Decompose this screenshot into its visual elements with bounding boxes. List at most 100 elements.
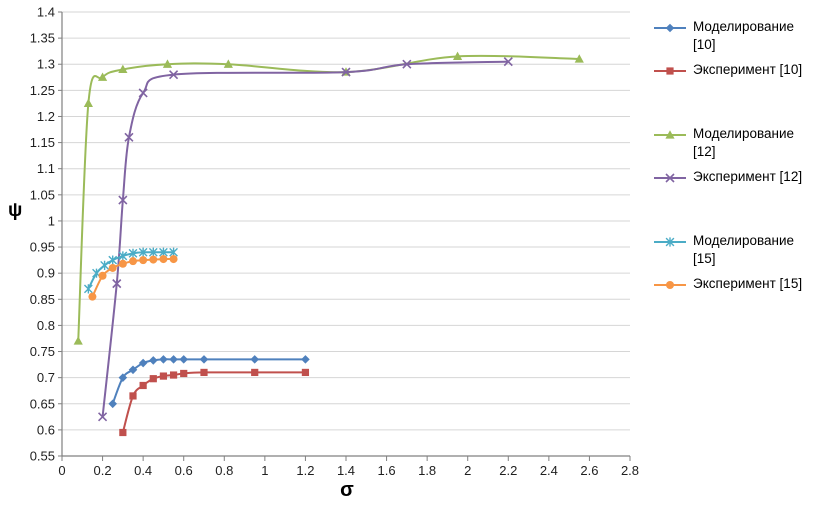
legend-item: Моделирование [10] [652,18,826,53]
y-axis-title: ψ [8,200,23,221]
y-tick-label: 0.8 [37,318,55,333]
x-legend-marker-icon [654,173,686,183]
circle-marker [139,256,148,265]
x-tick-label: 1 [261,463,268,478]
y-tick-label: 0.7 [37,370,55,385]
x-tick-label: 2.4 [540,463,558,478]
y-tick-label: 1.35 [30,31,55,46]
x-tick-label: 1.2 [296,463,314,478]
square-marker [200,368,208,377]
y-tick-label: 0.85 [30,292,55,307]
diamond-marker [138,358,148,368]
circle-marker [149,255,158,264]
series-line [101,60,510,418]
x-tick-label: 2.8 [621,463,639,478]
legend-item: Моделирование [12] [652,125,826,160]
y-tick-label: 1.2 [37,109,55,124]
x-marker [503,57,513,67]
legend-label: Эксперимент [12] [693,169,803,185]
series-line [77,54,581,343]
x-tick-label: 1.6 [378,463,396,478]
x-axis-title: σ [340,479,354,501]
star-marker [128,248,138,258]
x-tick-label: 2.2 [499,463,517,478]
circle-marker [666,281,674,290]
star-marker [83,284,93,294]
x-marker [118,195,128,205]
diamond-marker [169,355,178,364]
x-marker [112,279,122,289]
diamond-marker [128,365,138,375]
y-tick-label: 0.6 [37,422,55,437]
y-tick-label: 1.3 [37,57,55,72]
triangle-marker [97,72,108,81]
square-marker [251,368,259,377]
star-legend-marker-icon [654,237,686,247]
legend-label: Эксперимент [15] [693,276,803,292]
triangle-marker [83,98,93,108]
diamond-marker [118,373,128,382]
square-marker [180,369,188,378]
x-tick-label: 0.8 [215,463,233,478]
star-marker [118,251,128,261]
square-marker [119,428,127,437]
star-marker [138,247,148,257]
diamond-marker [179,355,189,364]
star-marker [100,260,109,270]
x-tick-label: 0 [58,463,65,478]
legend-item: Эксперимент [15] [652,275,826,293]
legend-label: Моделирование [12] [693,126,795,159]
circle-marker [159,255,168,264]
triangle-marker [118,64,128,74]
triangle-marker [73,336,83,345]
x-marker [124,132,134,142]
x-tick-label: 2 [464,463,471,478]
x-tick-label: 1.8 [418,463,436,478]
y-tick-label: 1.15 [30,135,55,150]
x-marker [98,412,108,422]
triangle-marker [452,51,463,60]
circle-marker [118,259,127,268]
star-marker [148,247,158,257]
circle-legend-marker-icon [654,281,686,290]
y-tick-label: 1 [48,213,55,228]
diamond-marker [301,355,310,364]
diamond-marker [199,355,209,364]
x-tick-label: 0.6 [175,463,193,478]
legend-item: Эксперимент [12] [652,168,826,186]
y-tick-label: 1.1 [37,161,55,176]
circle-marker [169,255,178,264]
diamond-marker [148,356,158,365]
square-legend-marker-icon [654,67,686,75]
circle-marker [108,263,117,272]
legend-label: Моделирование [10] [693,19,795,52]
y-tick-label: 0.9 [37,266,55,281]
legend-label: Эксперимент [10] [693,62,803,78]
legend-label: Моделирование [15] [693,233,795,266]
triangle-marker [223,59,233,68]
y-tick-label: 0.65 [30,396,55,411]
triangle-marker [574,54,584,63]
square-marker [666,67,674,75]
legend: Моделирование [10] Эксперимент [10] Модели… [652,18,826,301]
circle-marker [88,292,97,301]
star-marker [108,255,118,265]
series-line [111,358,307,405]
y-tick-label: 0.95 [30,240,55,255]
triangle-marker [665,130,675,139]
square-marker [159,372,168,380]
y-tick-label: 1.25 [30,83,55,98]
star-marker [665,237,675,247]
circle-marker [98,271,107,280]
diamond-marker [159,355,168,364]
x-marker [341,67,351,77]
triangle-marker [162,59,173,68]
x-marker [402,59,412,69]
square-marker [139,381,147,390]
circle-marker [129,257,137,266]
square-marker [169,371,178,379]
y-tick-label: 0.75 [30,344,55,359]
x-tick-label: 0.2 [94,463,112,478]
